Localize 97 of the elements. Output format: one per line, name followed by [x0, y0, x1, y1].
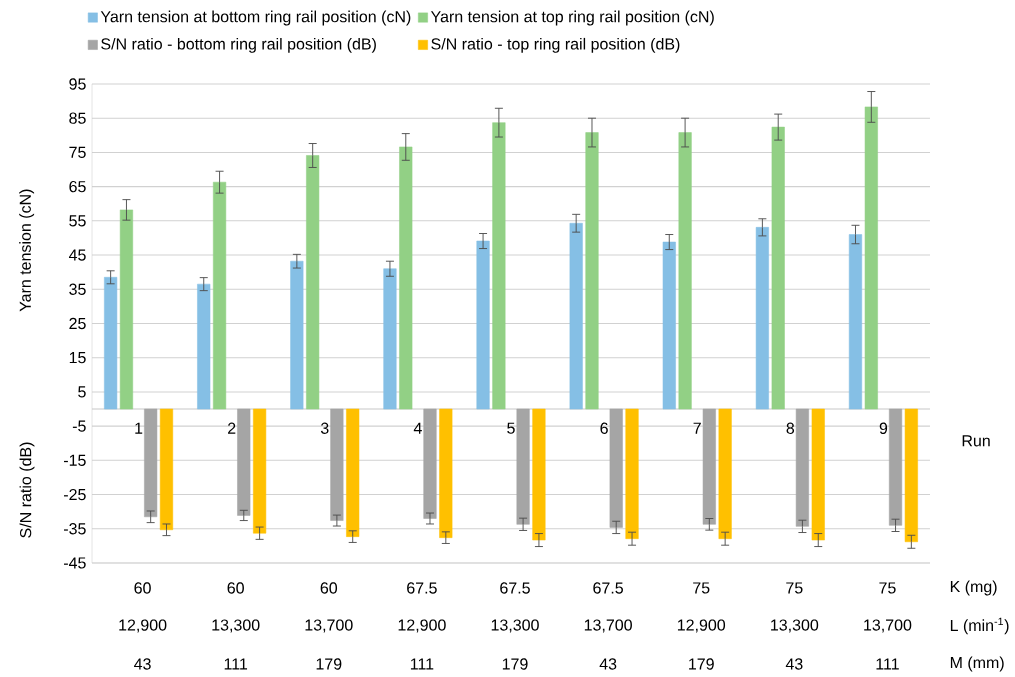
- x-axis-title: Run: [962, 435, 990, 447]
- text: 75: [693, 582, 710, 594]
- text: 111: [876, 658, 899, 670]
- text: 179: [689, 658, 714, 670]
- text: 13,700: [584, 619, 632, 633]
- bar: [795, 408, 809, 527]
- x-tick-label: 6: [600, 422, 608, 435]
- bar: [771, 126, 785, 410]
- x-tick-label: 2: [228, 422, 236, 434]
- bar: [678, 132, 692, 410]
- text: 67.5: [500, 582, 530, 594]
- text: 13,300: [771, 619, 819, 633]
- bar: [104, 277, 118, 410]
- bar: [306, 155, 320, 410]
- bar: [569, 223, 583, 410]
- legend-label: S/N ratio - top ring rail position (dB): [431, 38, 680, 53]
- y-tick-label: 65: [69, 181, 86, 193]
- bar: [755, 227, 769, 410]
- text: 75: [786, 582, 803, 594]
- bar: [702, 408, 716, 525]
- bar: [439, 408, 453, 539]
- text: 13,700: [305, 619, 353, 633]
- text: 13,300: [491, 619, 539, 633]
- text: 43: [785, 658, 803, 670]
- bar: [625, 408, 639, 540]
- text: L (min$^{-1}$): [950, 617, 1009, 635]
- text: 13,700: [864, 619, 912, 633]
- y-tick-label: -25: [63, 489, 86, 501]
- x-tick-label: 7: [693, 422, 701, 434]
- text: 60: [227, 582, 244, 594]
- text: 179: [502, 658, 528, 670]
- bar: [423, 408, 437, 519]
- text: 12,900: [677, 619, 726, 633]
- x-tick-label: 9: [879, 422, 888, 435]
- bar: [811, 408, 825, 541]
- bar: [476, 240, 490, 410]
- text: 12,900: [398, 619, 446, 633]
- y-tick-label: 95: [69, 78, 86, 90]
- bar: [119, 209, 134, 410]
- bar: [718, 408, 732, 540]
- bar: [383, 268, 397, 410]
- text: 75: [879, 582, 896, 594]
- y-tick-label: 15: [69, 352, 86, 364]
- bar: [290, 261, 304, 410]
- bar: [532, 408, 546, 541]
- text: 60: [134, 582, 151, 594]
- bar: [253, 408, 267, 534]
- text: 111: [224, 658, 248, 670]
- bar: [346, 408, 360, 538]
- text: M (mm): [950, 656, 1004, 672]
- text: 67.5: [593, 582, 623, 594]
- bar: [585, 132, 599, 410]
- bar: [848, 234, 863, 410]
- y-tick-label: 85: [69, 112, 86, 124]
- text: 43: [599, 658, 617, 670]
- y-tick-label: 5: [78, 386, 86, 398]
- bar: [213, 182, 227, 410]
- x-tick-label: 3: [320, 422, 329, 435]
- text: 67.5: [407, 582, 437, 594]
- bar: [516, 408, 530, 525]
- text: 13,300: [212, 619, 260, 633]
- y-tick-label: 55: [69, 215, 86, 227]
- bar: [864, 106, 878, 410]
- text: 111: [410, 658, 434, 670]
- bar: [609, 408, 623, 528]
- bar: [888, 408, 903, 526]
- bar: [662, 241, 676, 410]
- bar: [492, 122, 506, 410]
- text: S/N ratio (dB): [19, 442, 35, 538]
- text: 179: [316, 658, 342, 670]
- y-axis-title: Yarn tension (cN): [19, 189, 35, 312]
- legend-label: S/N ratio - bottom ring rail position (dB): [101, 38, 376, 53]
- text: 43: [134, 658, 151, 670]
- text: 60: [320, 582, 338, 594]
- y-tick-label: 35: [69, 283, 86, 296]
- bar: [330, 408, 344, 521]
- y-tick-label: 25: [69, 317, 86, 330]
- legend-label: Yarn tension at top ring rail position (cN): [430, 10, 714, 26]
- y-tick-label: 75: [69, 146, 86, 159]
- bar: [159, 408, 174, 531]
- y-tick-label: -45: [63, 557, 86, 569]
- y-tick-label: 45: [68, 249, 86, 261]
- bar: [904, 408, 918, 543]
- y-tick-label: -15: [63, 454, 86, 467]
- bar: [399, 146, 413, 410]
- text: 12,900: [119, 619, 167, 633]
- bar: [237, 408, 251, 516]
- x-tick-label: 5: [507, 422, 515, 434]
- legend-label: Yarn tension at bottom ring rail position (cN): [100, 10, 411, 26]
- text: K (mg): [950, 580, 997, 596]
- x-tick-label: 4: [413, 422, 422, 434]
- x-tick-label: 8: [786, 422, 795, 435]
- x-tick-label: 1: [135, 422, 143, 434]
- bar: [144, 408, 158, 518]
- y-tick-label: -5: [72, 420, 86, 432]
- bar: [197, 283, 211, 410]
- y-tick-label: -35: [63, 523, 86, 535]
